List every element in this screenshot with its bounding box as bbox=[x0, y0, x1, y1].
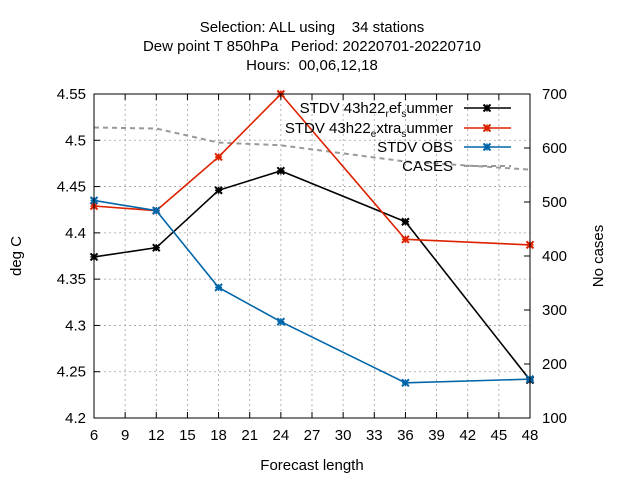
x-axis-label: Forecast length bbox=[260, 457, 363, 474]
chart-title: Selection: ALL using 34 stations Dew poin… bbox=[143, 19, 481, 74]
legend-entry: STDV OBS bbox=[377, 139, 511, 156]
title-line: Hours: 00,06,12,18 bbox=[246, 57, 378, 74]
y2-axis-label: No cases bbox=[590, 225, 607, 288]
x-tick-label: 39 bbox=[428, 427, 445, 444]
y-tick-label: 4.2 bbox=[65, 410, 86, 427]
data-point bbox=[152, 243, 161, 252]
y-axis-label: deg C bbox=[8, 236, 25, 276]
data-point bbox=[276, 166, 286, 176]
y2-tick-label: 600 bbox=[542, 140, 567, 157]
x-tick-label: 27 bbox=[304, 427, 321, 444]
x-tick-label: 24 bbox=[273, 427, 290, 444]
y2-tick-label: 200 bbox=[542, 356, 567, 373]
x-tick-label: 45 bbox=[491, 427, 508, 444]
y2-tick-label: 300 bbox=[542, 302, 567, 319]
data-point bbox=[401, 235, 410, 244]
legend-entry: CASES bbox=[402, 158, 511, 175]
x-tick-label: 6 bbox=[90, 427, 98, 444]
y2-tick-label: 700 bbox=[542, 86, 567, 103]
legend-label: STDV 43h22extrasummer bbox=[285, 120, 453, 140]
y-tick-label: 4.35 bbox=[57, 271, 86, 288]
data-point bbox=[482, 142, 492, 152]
x-tick-label: 42 bbox=[459, 427, 476, 444]
tick-marks bbox=[93, 93, 531, 419]
y-tick-label: 4.45 bbox=[57, 179, 86, 196]
x-tick-label: 15 bbox=[179, 427, 196, 444]
tick-labels: 6 9 12 15 18 21 24 27 30 33 36 39 42 45 48 4.2 4.25 4.3 4.… bbox=[57, 86, 567, 444]
data-point bbox=[152, 206, 161, 215]
x-tick-label: 30 bbox=[335, 427, 352, 444]
y2-tick-label: 400 bbox=[542, 248, 567, 265]
series-layer bbox=[89, 89, 535, 388]
title-line: Dew point T 850hPa Period: 20220701-2022… bbox=[143, 38, 481, 55]
y2-tick-label: 500 bbox=[542, 194, 567, 211]
y-tick-label: 4.5 bbox=[65, 132, 86, 149]
legend-entry: STDV 43h22extrasummer bbox=[285, 120, 511, 140]
grid-lines bbox=[94, 94, 530, 418]
x-tick-label: 9 bbox=[121, 427, 129, 444]
data-point bbox=[214, 152, 223, 162]
legend-entry: STDV 43h22refsummer bbox=[300, 100, 511, 120]
x-tick-label: 21 bbox=[241, 427, 258, 444]
series-line bbox=[93, 126, 531, 171]
series-cases bbox=[93, 126, 531, 171]
y-tick-label: 4.25 bbox=[57, 364, 86, 381]
x-tick-label: 33 bbox=[366, 427, 383, 444]
data-point bbox=[214, 186, 223, 195]
data-point bbox=[401, 217, 410, 226]
x-tick-label: 18 bbox=[210, 427, 227, 444]
legend-label: STDV OBS bbox=[377, 139, 453, 156]
data-point bbox=[276, 317, 286, 326]
x-tick-label: 36 bbox=[397, 427, 414, 444]
y-tick-label: 4.3 bbox=[65, 317, 86, 334]
x-tick-label: 12 bbox=[148, 427, 165, 444]
title-line: Selection: ALL using 34 stations bbox=[200, 19, 425, 36]
series-line bbox=[93, 199, 531, 384]
y-tick-label: 4.55 bbox=[57, 86, 86, 103]
data-point bbox=[482, 103, 492, 113]
series-line bbox=[93, 169, 531, 381]
x-tick-label: 48 bbox=[522, 427, 539, 444]
y2-tick-label: 100 bbox=[542, 410, 567, 427]
y-tick-label: 4.4 bbox=[65, 225, 86, 242]
data-point bbox=[482, 123, 492, 133]
data-point bbox=[214, 283, 223, 292]
series-line bbox=[93, 92, 531, 246]
legend-label: CASES bbox=[402, 158, 453, 175]
legend-label: STDV 43h22refsummer bbox=[300, 100, 453, 120]
data-point bbox=[401, 378, 410, 388]
